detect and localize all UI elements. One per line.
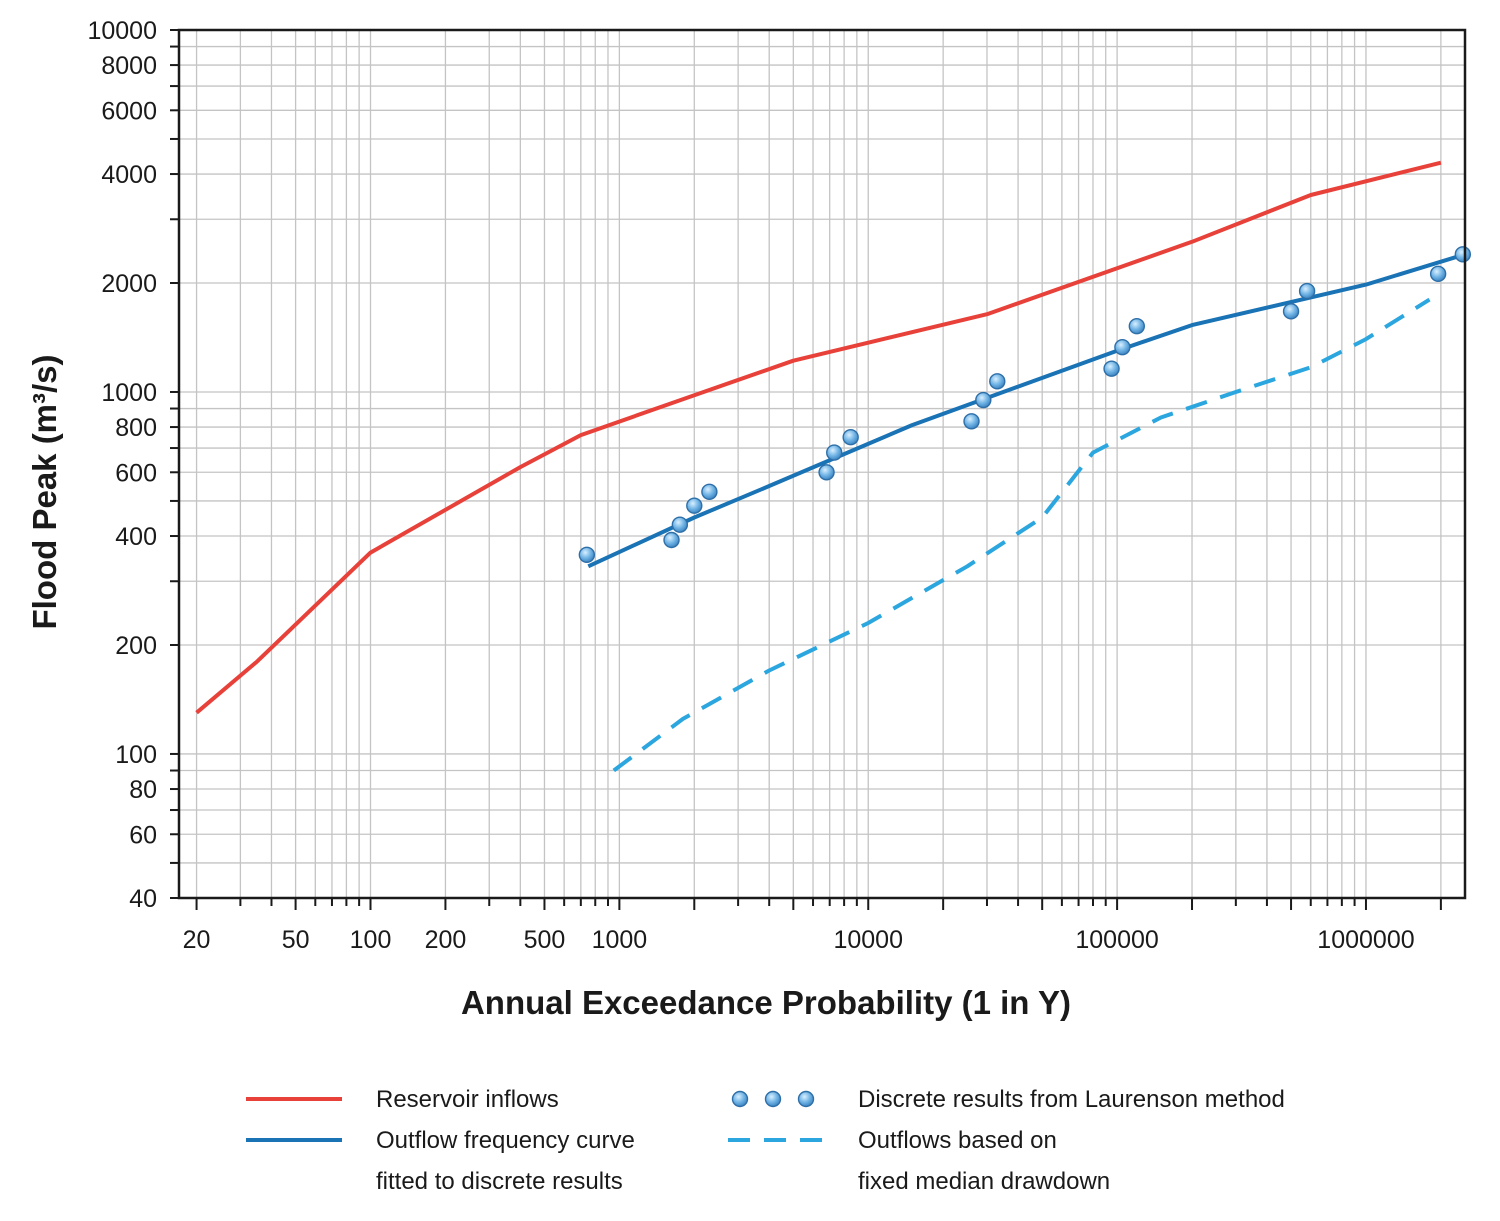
y-tick-label: 1000: [101, 379, 157, 407]
legend-label: Outflow frequency curve: [376, 1127, 635, 1154]
x-tick-label: 1000: [592, 926, 648, 954]
y-tick-label: 60: [129, 821, 157, 849]
y-tick-label: 200: [115, 632, 157, 660]
x-axis-title: Annual Exceedance Probability (1 in Y): [461, 984, 1071, 1021]
x-tick-label: 200: [425, 926, 467, 954]
y-tick-label: 8000: [101, 52, 157, 80]
x-tick-label: 1000000: [1317, 926, 1414, 954]
legend-label: Reservoir inflows: [376, 1086, 559, 1113]
series-line-outflows-based-on-fixed-median-drawdown: [612, 297, 1431, 773]
x-tick-label: 100: [350, 926, 392, 954]
axis-ticks: [170, 29, 1442, 910]
legend-item: Outflow frequency curve fitted to discret…: [246, 1127, 635, 1195]
data-point: [1103, 360, 1120, 377]
data-point: [842, 429, 859, 446]
legend-label: Outflows based on: [858, 1127, 1057, 1154]
legend-swatch-dot: [797, 1090, 815, 1108]
legend-label: Discrete results from Laurenson method: [858, 1086, 1285, 1113]
data-point: [1114, 338, 1131, 356]
x-tick-label: 500: [524, 926, 566, 954]
series-line-reservoir-inflows: [195, 160, 1442, 715]
y-tick-label: 600: [115, 459, 157, 487]
series-layer: [195, 160, 1472, 773]
data-point: [1429, 265, 1447, 283]
y-tick-label: 40: [129, 885, 157, 913]
legend-label-line2: fitted to discrete results: [376, 1168, 623, 1195]
legend-swatch-dot: [731, 1090, 749, 1108]
y-tick-label: 2000: [101, 270, 157, 298]
y-axis-title: Flood Peak (m³/s): [26, 354, 63, 629]
data-point: [963, 413, 980, 430]
y-tick-label: 10000: [87, 17, 157, 45]
tick-labels: 20 50 100 200 500 1000 10000 100000 1000000 40 60 8…: [87, 17, 1414, 954]
x-tick-label: 50: [282, 926, 310, 954]
data-point: [989, 373, 1006, 390]
data-point: [663, 531, 680, 549]
series-discrete-results-from-laurenson-method: [578, 246, 1472, 563]
legend-swatch-dot: [764, 1090, 782, 1108]
plot-frame: [177, 28, 1467, 900]
data-point: [578, 546, 596, 563]
y-tick-label: 400: [115, 523, 157, 551]
series-line-outflow-frequency-curve-fitted-to-discrete-results: [587, 252, 1466, 569]
y-tick-label: 6000: [101, 97, 157, 125]
data-point: [1128, 317, 1146, 335]
y-tick-label: 80: [129, 776, 157, 804]
data-point: [1454, 246, 1472, 263]
legend-label-line2: fixed median drawdown: [858, 1168, 1110, 1195]
x-tick-label: 100000: [1075, 926, 1158, 954]
data-point: [671, 516, 689, 533]
data-point: [1298, 282, 1316, 300]
y-tick-label: 4000: [101, 161, 157, 189]
legend-item: Discrete results from Laurenson method: [731, 1086, 1285, 1113]
data-point: [975, 391, 992, 409]
data-point: [818, 464, 835, 481]
x-tick-label: 20: [183, 926, 211, 954]
data-point: [701, 483, 718, 500]
data-point: [1282, 303, 1300, 320]
legend: Reservoir inflows Outflow frequency curve…: [246, 1086, 1285, 1195]
legend-item: Reservoir inflows: [246, 1086, 559, 1113]
x-tick-label: 10000: [833, 926, 903, 954]
legend-item: Outflows based on fixed median drawdown: [728, 1127, 1110, 1195]
y-tick-label: 800: [115, 414, 157, 442]
y-tick-label: 100: [115, 741, 157, 769]
data-point: [826, 444, 843, 461]
data-point: [686, 497, 703, 514]
